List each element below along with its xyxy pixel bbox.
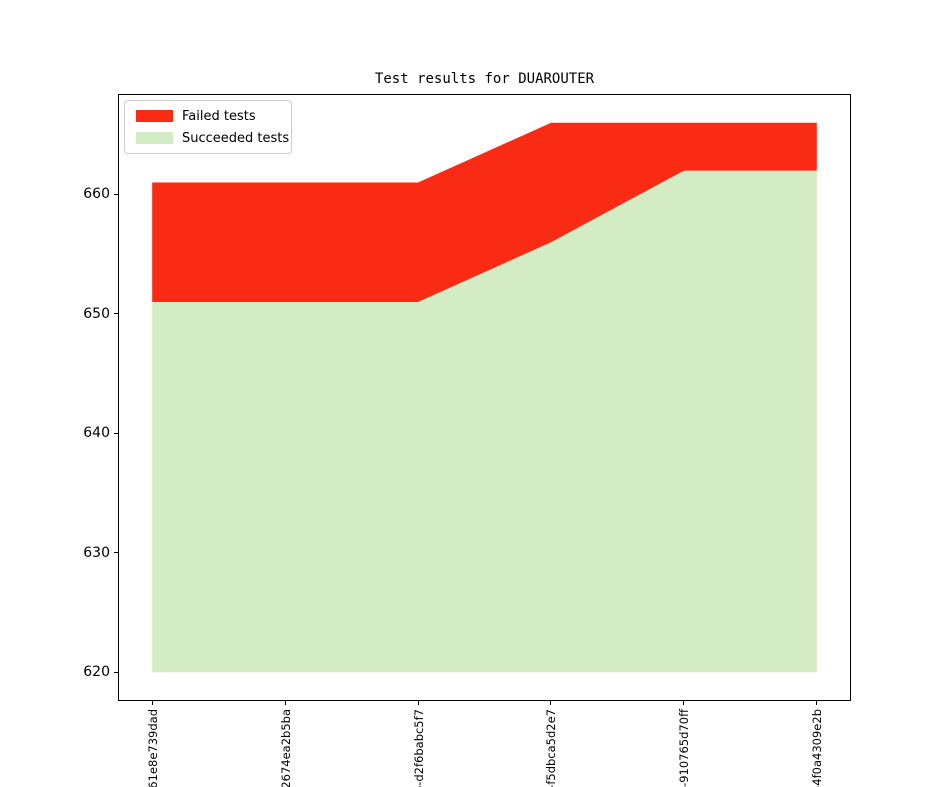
x-tick-mark — [151, 701, 153, 705]
legend-item-succeeded: Succeeded tests — [125, 127, 291, 149]
x-tick-label-commit: 7-4f0a4309e2b — [810, 709, 825, 787]
y-tick-mark — [114, 193, 118, 195]
x-tick-mark — [284, 701, 286, 705]
y-tick-mark — [114, 552, 118, 554]
x-tick-label-commit: 9-61e8e739dad — [145, 709, 160, 787]
y-tick-mark — [114, 671, 118, 673]
legend-label-succeeded-tests: Succeeded tests — [182, 130, 290, 146]
failed-tests-area — [152, 122, 817, 302]
x-tick-mark — [550, 701, 552, 705]
x-tick-label-commit: 1-2674ea2b5ba — [278, 709, 293, 787]
stacked-area-chart — [152, 122, 817, 673]
y-tick-label: 660 — [83, 186, 110, 203]
legend-item-failed: Failed tests — [125, 105, 291, 127]
y-tick-label: 640 — [83, 425, 110, 442]
y-tick-mark — [114, 432, 118, 434]
y-tick-mark — [114, 313, 118, 315]
y-tick-label: 630 — [83, 544, 110, 561]
x-tick-mark — [816, 701, 818, 705]
x-tick-mark — [417, 701, 419, 705]
x-tick-label-commit: 36-d2f6babc5f7 — [411, 709, 426, 787]
plot-area: Failed tests Succeeded tests — [118, 94, 851, 701]
legend-label-failed-tests: Failed tests — [182, 108, 256, 124]
succeeded-tests-area — [152, 170, 817, 673]
legend: Failed tests Succeeded tests — [124, 100, 292, 154]
chart-title: Test results for DUAROUTER — [374, 71, 595, 87]
x-tick-label-commit: 68-910765d70ff — [677, 709, 692, 787]
y-tick-label: 650 — [83, 305, 110, 322]
legend-swatch-succeeded-tests — [136, 132, 173, 144]
y-tick-label: 620 — [83, 664, 110, 681]
x-tick-label-commit: 5-f5dbca5d2e7 — [544, 709, 559, 787]
x-tick-mark — [683, 701, 685, 705]
legend-swatch-failed-tests — [136, 110, 173, 122]
